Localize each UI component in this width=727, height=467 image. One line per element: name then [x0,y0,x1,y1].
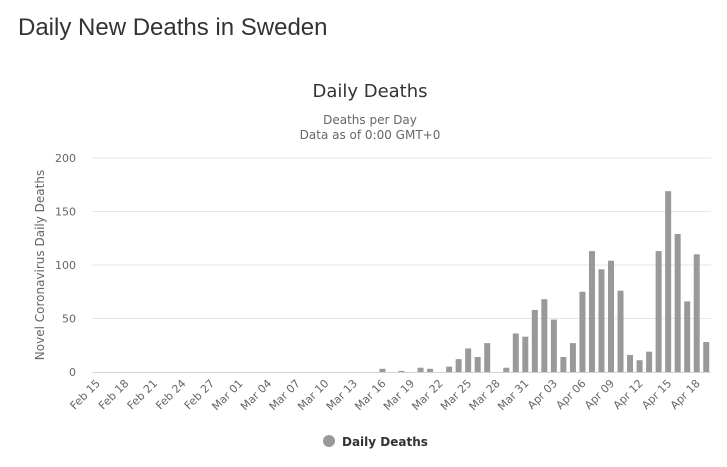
bar[interactable] [665,191,672,372]
bar[interactable] [484,343,491,372]
x-tick-label: Feb 24 [153,377,188,412]
bar[interactable] [646,351,653,372]
x-tick-label: Apr 06 [554,377,589,412]
x-tick-label: Apr 15 [639,377,674,412]
x-tick-label: Mar 07 [267,377,303,413]
bar[interactable] [674,233,681,372]
legend[interactable]: Daily Deaths [323,435,428,449]
bar[interactable] [617,290,624,372]
page-title: Daily New Deaths in Sweden [18,14,328,41]
y-axis-ticks: 0 50 100 150 200 [55,152,76,379]
bar[interactable] [417,367,424,372]
bar[interactable] [550,319,557,372]
legend-label[interactable]: Daily Deaths [342,435,428,449]
bar[interactable] [588,251,595,372]
x-tick-label: Mar 01 [209,377,245,413]
bar[interactable] [512,333,519,372]
bar[interactable] [569,343,576,372]
x-tick-label: Feb 21 [125,377,160,412]
x-tick-label: Feb 18 [96,377,131,412]
bar[interactable] [427,368,434,372]
chart-subtitle-line-2: Data as of 0:00 GMT+0 [300,128,441,142]
y-tick-label: 200 [55,152,76,165]
x-tick-label: Mar 25 [438,377,474,413]
bar[interactable] [522,336,529,372]
x-tick-label: Apr 03 [525,377,560,412]
chart-title: Daily Deaths [312,81,427,102]
y-tick-label: 100 [55,259,76,272]
bar[interactable] [703,342,710,372]
x-tick-label: Mar 28 [467,377,503,413]
x-tick-label: Mar 10 [295,377,331,413]
bar[interactable] [560,357,567,372]
chart-subtitle-line-1: Deaths per Day [323,113,417,127]
bar[interactable] [446,366,453,372]
bar[interactable] [379,368,386,372]
bars [379,191,710,372]
bar[interactable] [541,299,548,372]
bar[interactable] [684,301,691,372]
bar[interactable] [503,367,510,372]
x-tick-label: Apr 09 [582,377,617,412]
bar[interactable] [465,348,472,372]
x-tick-label: Apr 12 [611,377,646,412]
x-tick-label: Mar 16 [352,377,388,413]
bar[interactable] [474,357,481,372]
grid-lines [92,157,711,319]
bar[interactable] [531,309,538,372]
y-tick-label: 150 [55,206,76,219]
y-tick-label: 0 [69,366,76,379]
x-tick-label: Apr 18 [668,377,703,412]
bar[interactable] [655,251,662,372]
bar[interactable] [579,291,586,372]
bar[interactable] [627,354,634,372]
bar[interactable] [398,370,405,372]
x-tick-label: Mar 22 [409,377,445,413]
bar[interactable] [598,269,605,372]
bar[interactable] [693,254,700,372]
legend-marker-icon [323,435,335,447]
bar[interactable] [636,360,643,372]
y-tick-label: 50 [62,313,76,326]
y-axis-label: Novel Coronavirus Daily Deaths [33,170,47,360]
x-tick-label: Feb 15 [68,377,103,412]
bar[interactable] [608,260,615,372]
x-tick-label: Mar 19 [381,377,417,413]
x-tick-label: Mar 31 [495,377,531,413]
bar[interactable] [455,359,462,372]
x-tick-label: Mar 13 [324,377,360,413]
x-tick-label: Mar 04 [238,377,274,413]
